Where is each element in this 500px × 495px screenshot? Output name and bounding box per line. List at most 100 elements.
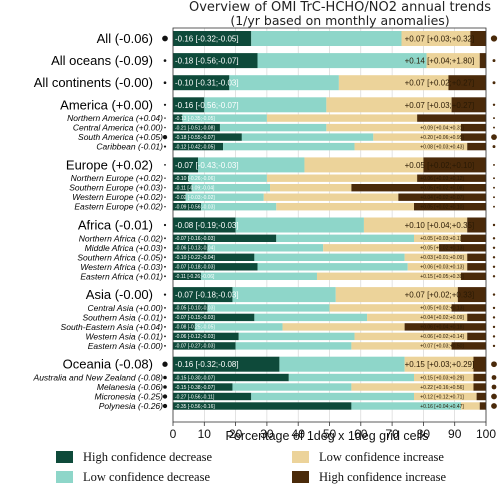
- x-tick-label: 30: [260, 427, 274, 441]
- bar-segment-low_inc: [401, 31, 471, 46]
- row-label: Southern Asia (-0.01): [83, 312, 164, 322]
- bar-segment-high_dec: [173, 383, 233, 391]
- bar-segment-low_dec: [207, 304, 330, 312]
- annotation-decrease: -0.10 [-0.22;-0.04]: [175, 255, 215, 261]
- size-dots: [162, 35, 498, 409]
- annotation-decrease: -0.09 [-0.56;-0.03]: [175, 205, 215, 211]
- bar-segment-high_inc: [473, 383, 486, 391]
- annotation-decrease: -0.11 [-0.09;-0.04]: [175, 186, 215, 192]
- annotation-increase: +0.05 [+0.02;+0.10]: [405, 161, 475, 170]
- annotation-decrease: -0.06 [-0.13;-0.04]: [175, 246, 215, 252]
- bar-segment-high_inc: [467, 332, 486, 341]
- bar-segment-high_inc: [473, 356, 486, 372]
- size-dot-left: [163, 145, 167, 148]
- size-dot-left: [162, 134, 168, 140]
- size-dot-left: [162, 394, 168, 399]
- bar-segment-high_dec: [173, 402, 352, 410]
- bar-segment-low_inc: [404, 253, 468, 261]
- bar-segment-low_inc: [414, 234, 461, 242]
- size-dot-left: [163, 81, 167, 85]
- bar-segment-high_inc: [451, 304, 486, 312]
- bar-segment-low_dec: [238, 332, 355, 341]
- bar-segment-low_dec: [257, 53, 427, 69]
- row-label: Northern Africa (-0.02): [79, 233, 163, 243]
- bar-segment-high_dec: [173, 234, 277, 242]
- annotation-increase: +0.15 [+0.05;+0.39]: [420, 274, 464, 280]
- legend-swatch-low_dec: [56, 471, 73, 483]
- bar-segment-high_dec: [173, 53, 258, 69]
- bar-segment-low_dec: [204, 97, 327, 113]
- size-dot-left: [163, 293, 167, 296]
- bar-segment-low_dec: [351, 402, 461, 410]
- size-dot-right: [492, 223, 496, 227]
- size-dot-left: [164, 326, 166, 328]
- bar-segment-high_inc: [417, 114, 486, 122]
- bar-segment-low_inc: [304, 157, 424, 173]
- bar-segment-low_inc: [354, 142, 468, 151]
- annotation-increase: +0.15 [+0.03;+0.29]: [420, 375, 464, 381]
- size-dot-left: [164, 265, 166, 268]
- bar-segment-high_inc: [467, 142, 486, 151]
- x-tick-label: 100: [476, 427, 496, 441]
- size-dot-right: [492, 293, 496, 296]
- row-label: Southern Europe (+0.03): [69, 183, 163, 193]
- annotation-increase: +0.07 [+0.02;+0.33]: [405, 291, 475, 300]
- bar-segment-low_dec: [207, 244, 324, 252]
- size-dot-right: [492, 256, 496, 259]
- bar-segment-low_dec: [201, 272, 317, 280]
- bar-segment-high_dec: [173, 332, 239, 341]
- x-tick-label: 10: [198, 427, 212, 441]
- bar-segment-high_inc: [457, 287, 486, 303]
- size-dot-right: [491, 393, 497, 400]
- bar-segment-high_inc: [460, 123, 486, 132]
- bar-segment-low_dec: [223, 142, 355, 151]
- size-dot-left: [164, 196, 166, 198]
- bar-segment-high_inc: [479, 402, 486, 410]
- size-dot-left: [163, 385, 167, 389]
- size-dot-right: [492, 246, 496, 249]
- annotation-decrease: -0.35 [-0.56;-0.16]: [175, 404, 215, 410]
- x-axis-label: Percentage of 1deg x 1deg grid cells: [226, 429, 429, 443]
- row-label: Northern America (+0.04): [67, 113, 163, 123]
- annotation-increase: +0.12 [+0.12;+0.71]: [420, 394, 464, 400]
- annotation-decrease: -0.02 [-0.03;-0.02]: [175, 195, 215, 201]
- annotation-decrease: -0.07 [-0.16;-0.03]: [175, 236, 215, 242]
- bar-segment-low_inc: [354, 332, 468, 341]
- annotation-increase: +0.20 [+0.06;+0.95]: [420, 135, 464, 141]
- annotation-decrease: -0.15 [-0.38;-0.07]: [175, 385, 215, 391]
- row-label: All continents (-0.00): [34, 75, 153, 90]
- annotation-increase: +0.07 [+0.03;+0.27]: [405, 101, 475, 110]
- bar-segment-low_dec: [232, 287, 336, 303]
- bar-segment-low_inc: [460, 402, 480, 410]
- legend-label-low_inc: Low confidence increase: [319, 450, 444, 464]
- annotation-decrease: -0.15 [-0.30;-0.07]: [175, 375, 215, 381]
- annotation-increase: +0.05 [+0.02;+0.13]: [420, 246, 464, 252]
- size-dot-right: [492, 306, 496, 310]
- bar-segment-low_dec: [188, 174, 267, 182]
- annotation-increase: +0.04 [+0.02;+0.07]: [420, 195, 464, 201]
- bar-segment-low_dec: [276, 234, 415, 242]
- bar-segment-low_inc: [426, 53, 480, 69]
- bar-segment-high_inc: [473, 373, 486, 382]
- legend: High confidence decrease Low confidence d…: [56, 450, 446, 484]
- bar-segment-high_dec: [173, 313, 255, 322]
- bar-segment-low_inc: [367, 313, 468, 322]
- bar-segment-low_inc: [323, 244, 440, 252]
- bar-segment-low_dec: [182, 114, 267, 122]
- chart-subtitle: (1/yr based on monthly anomalies): [230, 13, 449, 28]
- x-axis-ticks: 0 10 20 30 40 50 60 70 80 90 100: [170, 422, 496, 441]
- row-label: Central Asia (+0.00): [87, 303, 163, 313]
- bar-segment-high_dec: [173, 342, 236, 350]
- bar-segment-high_dec: [173, 272, 202, 280]
- bar-segment-high_dec: [173, 75, 230, 91]
- bar-segment-high_inc: [404, 323, 486, 331]
- row-label: America (+0.00): [60, 97, 153, 112]
- size-dot-right: [492, 81, 496, 85]
- bar-segment-low_dec: [232, 383, 352, 391]
- bar-segment-low_inc: [351, 342, 452, 350]
- bar-segment-high_dec: [173, 323, 195, 331]
- size-dot-right: [492, 59, 496, 63]
- bar-segment-high_inc: [423, 157, 486, 173]
- bar-segment-high_inc: [470, 31, 486, 46]
- annotation-decrease: -0.08 [-0.19;-0.03]: [175, 221, 239, 230]
